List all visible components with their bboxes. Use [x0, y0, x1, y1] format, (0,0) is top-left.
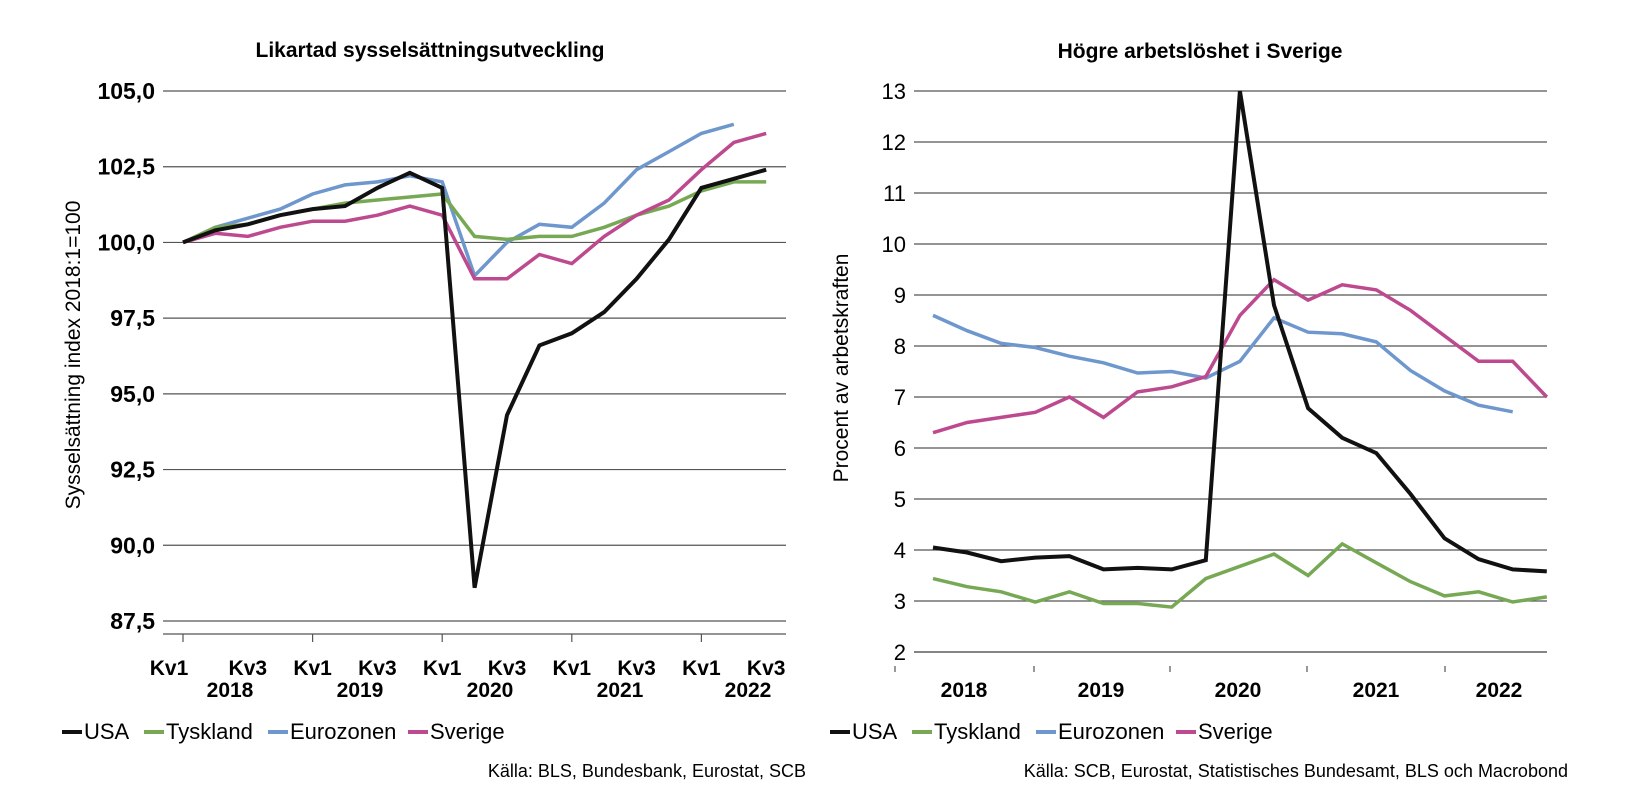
legend-label-tyskland: Tyskland — [166, 719, 253, 744]
right-legend: USA Tyskland Eurozonen Sverige — [830, 719, 1273, 744]
y-tick-label: 9 — [894, 283, 906, 308]
x-tick-label: Kv1 — [682, 657, 721, 680]
y-tick-label: 2 — [894, 640, 906, 665]
y-tick-label: 105,0 — [97, 78, 155, 104]
y-tick-label: 13 — [882, 79, 906, 104]
year-label: 2021 — [1353, 679, 1400, 702]
legend-label-tyskland: Tyskland — [934, 719, 1021, 744]
series-line-usa — [182, 167, 767, 589]
y-tick-label: 12 — [882, 130, 906, 155]
y-tick-label: 5 — [894, 487, 906, 512]
y-tick-label: 102,5 — [97, 154, 155, 180]
right-chart-title: Högre arbetslöshet i Sverige — [1058, 40, 1343, 63]
y-tick-label: 90,0 — [110, 532, 155, 558]
legend-label-eurozonen: Eurozonen — [290, 719, 396, 744]
left-series-lines — [182, 122, 767, 589]
x-tick-label: Kv3 — [488, 657, 527, 680]
y-tick-label: 4 — [894, 538, 906, 563]
series-line-eurozonen — [182, 122, 735, 279]
y-tick-label: 8 — [894, 334, 906, 359]
right-x-axis: 2018 2019 2020 2021 2022 — [894, 651, 1547, 702]
right-y-axis-label: Procent av arbetskraften — [830, 254, 853, 483]
x-tick-label: Kv3 — [747, 657, 786, 680]
year-label: 2018 — [941, 679, 988, 702]
legend-label-sverige: Sverige — [1198, 719, 1273, 744]
left-legend: USA Tyskland Eurozonen Sverige — [62, 719, 505, 744]
year-label: 2018 — [207, 679, 254, 702]
right-y-tick-labels: 13 12 11 10 9 8 7 6 5 4 3 2 — [882, 79, 906, 665]
left-chart-title: Likartad sysselsättningsutveckling — [256, 39, 605, 62]
x-tick-label: Kv3 — [358, 657, 397, 680]
left-y-axis-label: Sysselsättning index 2018:1=100 — [62, 201, 85, 510]
y-tick-label: 97,5 — [110, 305, 155, 331]
legend-label-usa: USA — [84, 719, 130, 744]
y-tick-label: 11 — [883, 181, 906, 206]
right-series-lines — [932, 90, 1549, 609]
left-y-tick-labels: 105,0 102,5 100,0 97,5 95,0 92,5 90,0 87,5 — [97, 78, 155, 634]
series-line-sverige — [932, 277, 1549, 435]
year-label: 2022 — [1476, 679, 1523, 702]
employment-chart: Likartad sysselsättningsutveckling Sysse… — [62, 39, 806, 781]
year-label: 2020 — [1215, 679, 1262, 702]
y-tick-label: 95,0 — [110, 381, 155, 407]
x-tick-label: Kv3 — [617, 657, 656, 680]
legend-label-eurozonen: Eurozonen — [1058, 719, 1164, 744]
year-label: 2019 — [1078, 679, 1125, 702]
y-tick-label: 87,5 — [110, 608, 155, 634]
unemployment-chart: Högre arbetslöshet i Sverige Procent av … — [830, 40, 1568, 781]
left-source: Källa: BLS, Bundesbank, Eurostat, SCB — [488, 761, 806, 781]
y-tick-label: 3 — [894, 589, 906, 614]
x-tick-label: Kv1 — [553, 657, 592, 680]
series-line-usa — [932, 90, 1547, 574]
year-label: 2019 — [337, 679, 384, 702]
year-label: 2021 — [597, 679, 644, 702]
right-source: Källa: SCB, Eurostat, Statistisches Bund… — [1024, 761, 1568, 781]
legend-label-sverige: Sverige — [430, 719, 505, 744]
y-tick-label: 92,5 — [110, 457, 155, 483]
year-label: 2022 — [725, 679, 772, 702]
y-tick-label: 7 — [894, 385, 906, 410]
left-gridlines — [163, 90, 786, 622]
series-line-tyskland — [932, 541, 1548, 609]
y-tick-label: 10 — [882, 232, 906, 257]
y-tick-label: 6 — [894, 436, 906, 461]
x-tick-label: Kv1 — [423, 657, 462, 680]
year-label: 2020 — [467, 679, 514, 702]
y-tick-label: 100,0 — [97, 229, 155, 255]
x-tick-label: Kv3 — [229, 657, 268, 680]
x-tick-label: Kv1 — [150, 657, 189, 680]
legend-label-usa: USA — [852, 719, 898, 744]
x-tick-label: Kv1 — [293, 657, 332, 680]
series-line-sverige — [182, 131, 767, 281]
series-line-eurozonen — [932, 313, 1514, 414]
